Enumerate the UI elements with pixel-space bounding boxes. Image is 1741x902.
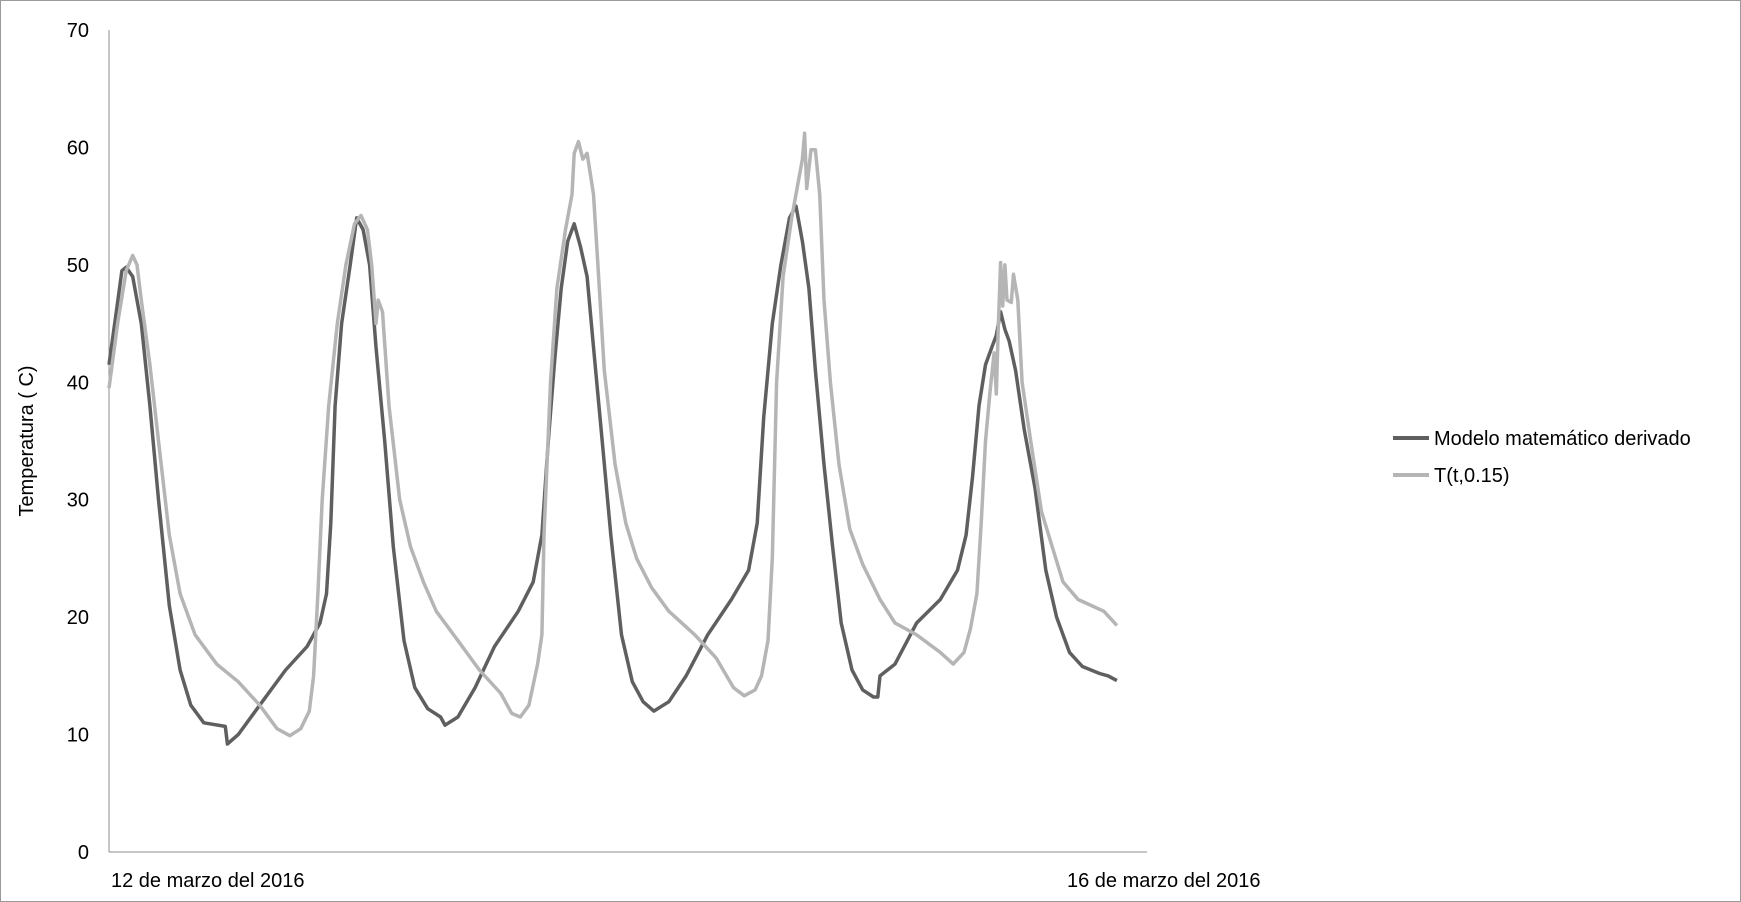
y-tick-label: 10	[67, 725, 89, 747]
series-layer	[107, 131, 1119, 746]
y-tick-label: 30	[67, 490, 89, 512]
series-modelo	[107, 204, 1118, 746]
y-tick-label: 20	[67, 607, 89, 629]
legend-label-modelo: Modelo matemático derivado	[1434, 428, 1691, 450]
legend: Modelo matemático derivado T(t,0.15)	[1393, 428, 1691, 487]
y-tick-labels: 0 10 20 30 40 50 60 70	[67, 20, 89, 864]
y-tick-label: 60	[67, 137, 89, 159]
y-tick-label: 70	[67, 20, 89, 42]
y-tick-label: 40	[67, 372, 89, 394]
legend-label-t: T(t,0.15)	[1434, 465, 1510, 487]
legend-item-modelo: Modelo matemático derivado	[1393, 428, 1691, 450]
x-tick-label-start: 12 de marzo del 2016	[111, 870, 304, 892]
y-tick-label: 50	[67, 255, 89, 277]
x-tick-label-end: 16 de marzo del 2016	[1067, 870, 1260, 892]
x-tick-labels: 12 de marzo del 2016 16 de marzo del 201…	[111, 870, 1260, 892]
y-tick-label: 0	[78, 842, 89, 864]
y-axis-title: Temperatura ( C)	[16, 365, 38, 516]
legend-item-t: T(t,0.15)	[1393, 465, 1510, 487]
series-line-modelo	[107, 204, 1118, 746]
series-t	[107, 131, 1119, 738]
series-line-t	[107, 131, 1119, 738]
